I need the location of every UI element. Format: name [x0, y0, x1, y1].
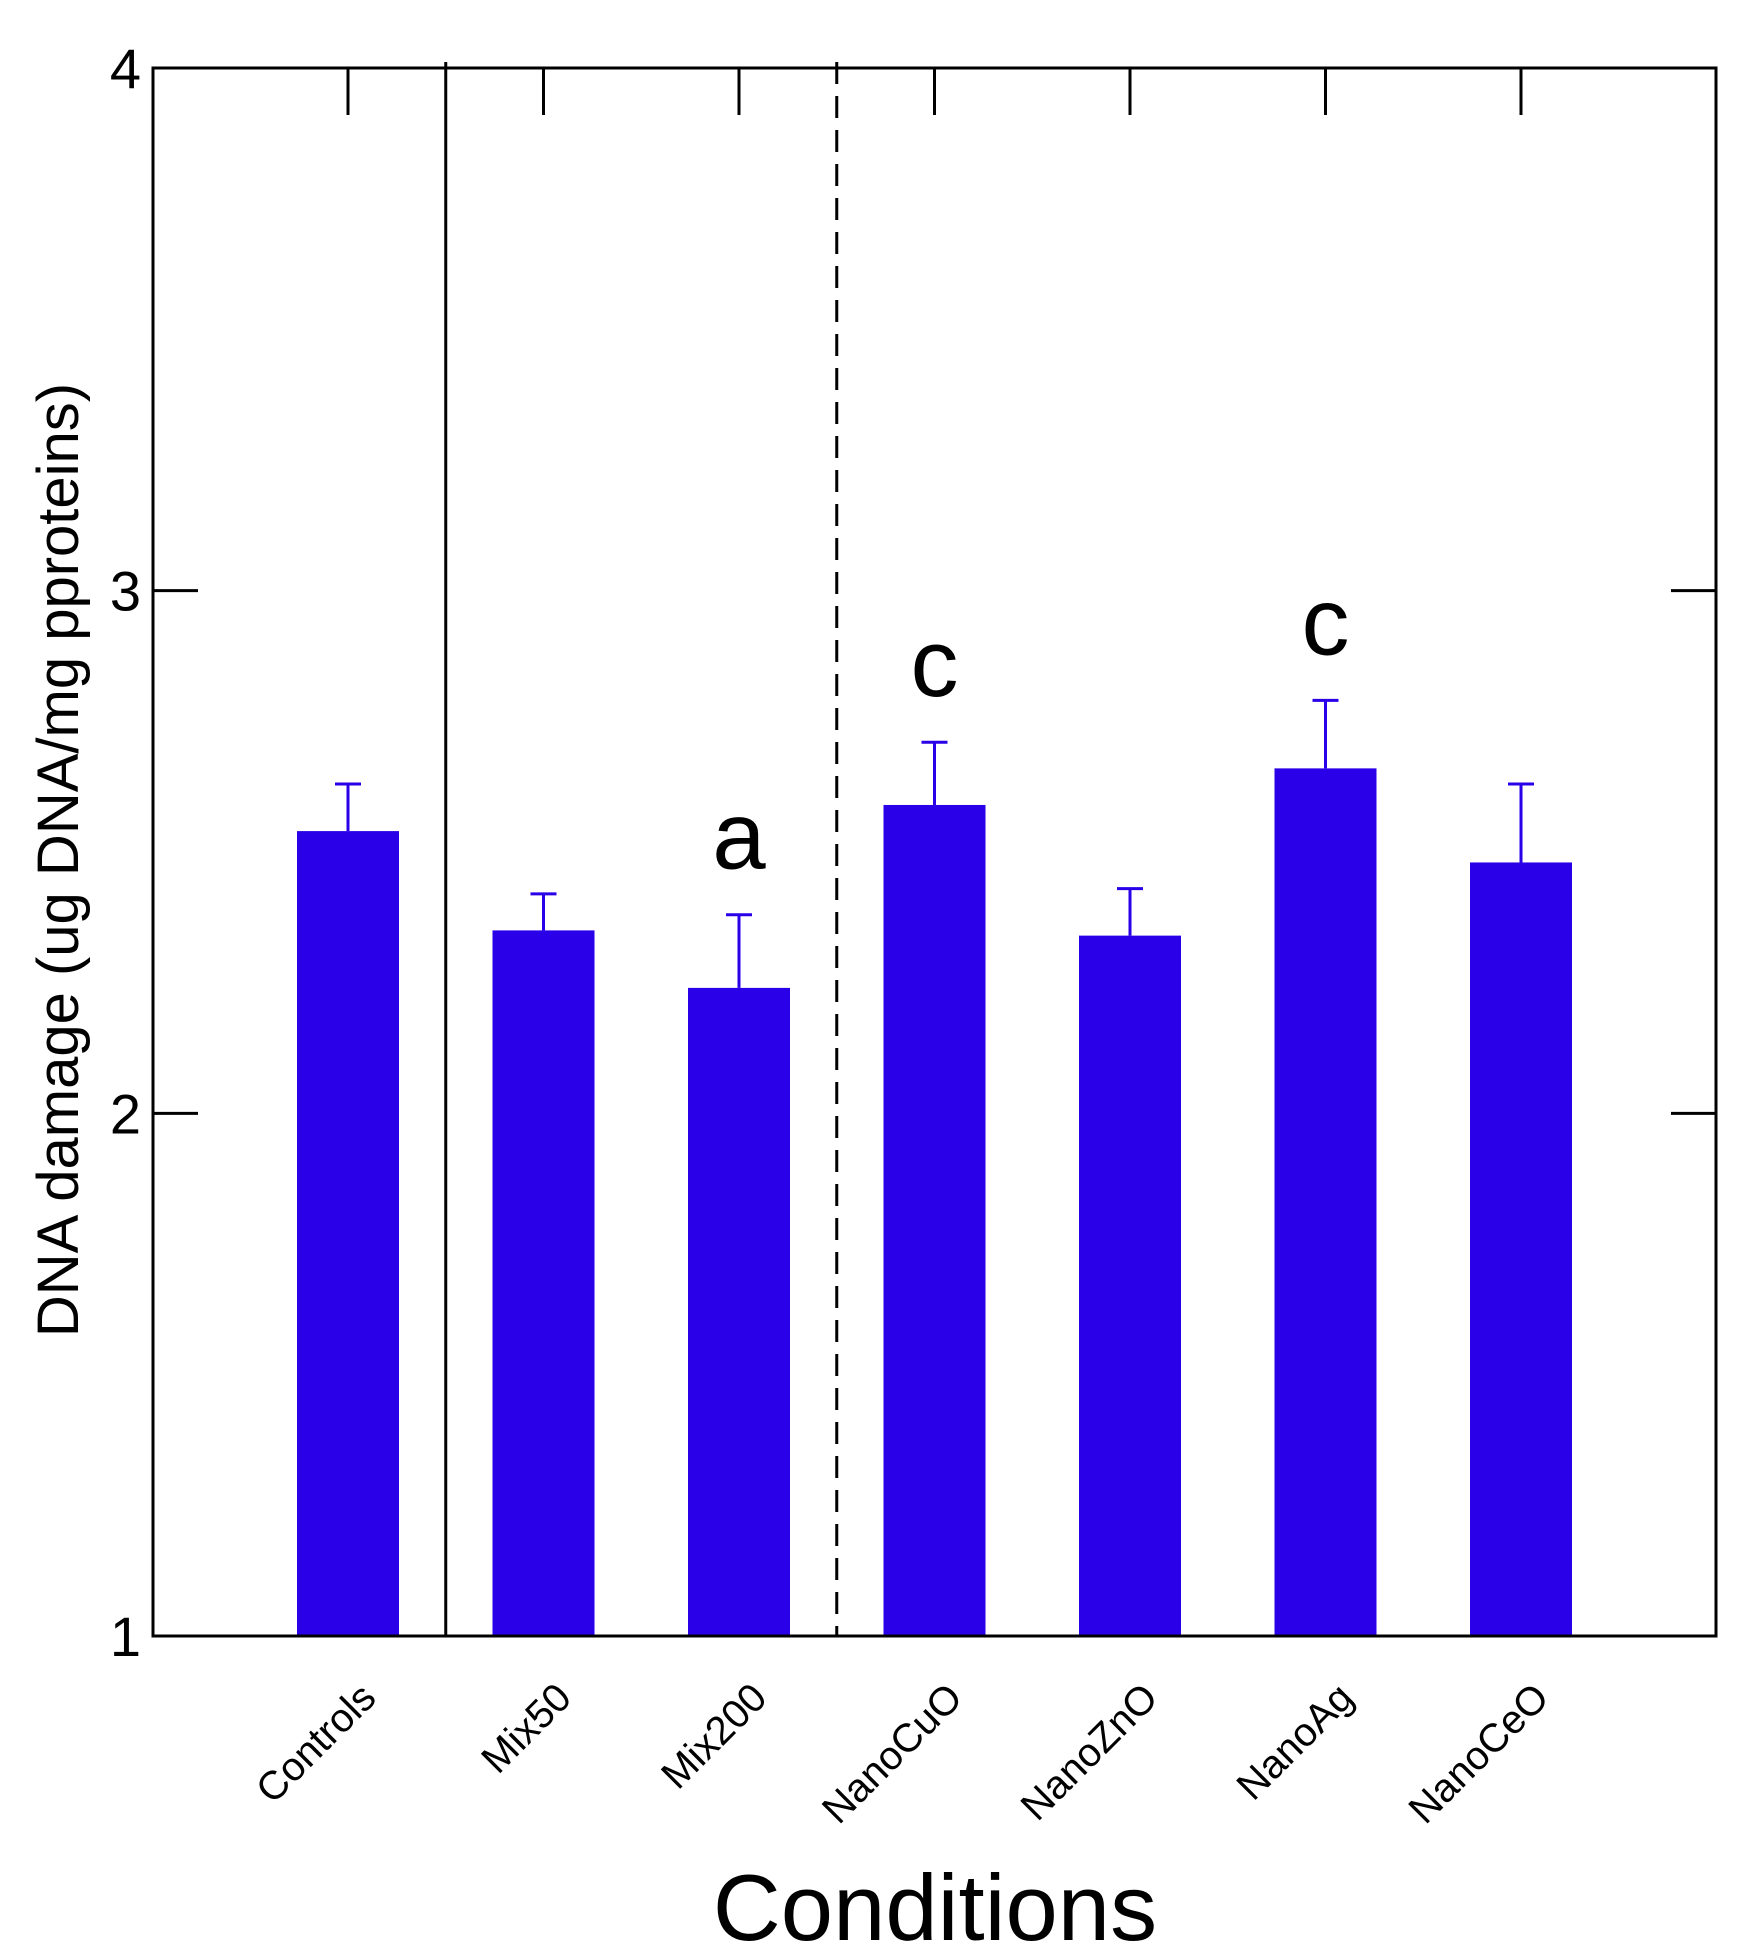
bar-mix50 — [492, 930, 595, 1636]
y-tick-label-1: 1 — [110, 1605, 141, 1668]
significance-label-nanocuo: c — [911, 610, 959, 717]
bar-mix200 — [688, 987, 790, 1636]
x-tick-label-nanocuo: NanoCuO — [814, 1675, 971, 1832]
significance-label-mix200: a — [712, 783, 766, 890]
x-tick-label-nanozno: NanoZnO — [1013, 1675, 1167, 1829]
bar-nanozno — [1079, 935, 1181, 1636]
x-tick-label-nanoceo: NanoCeO — [1400, 1675, 1557, 1832]
bar-controls — [297, 831, 399, 1636]
significance-label-nanoag: c — [1302, 568, 1350, 675]
bar-nanoag — [1274, 768, 1377, 1636]
x-tick-label-mix50: Mix50 — [473, 1675, 580, 1782]
bar-nanocuo — [883, 804, 986, 1636]
x-tick-label-nanoag: NanoAg — [1229, 1675, 1362, 1808]
bar-nanoceo — [1470, 862, 1572, 1636]
y-tick-label-2: 2 — [110, 1082, 141, 1145]
x-tick-label-controls: Controls — [248, 1675, 384, 1811]
y-tick-label-4: 4 — [110, 37, 141, 100]
y-tick-label-3: 3 — [110, 560, 141, 623]
y-axis-label: DNA damage (ug DNA/mg pproteins) — [26, 383, 91, 1337]
plot-frame — [151, 66, 1718, 1638]
x-axis-label: Conditions — [713, 1855, 1157, 1956]
plot-area: Controls Mix50 a Mix200 c NanoCuO NanoZnO c Nano… — [110, 37, 1718, 1832]
x-tick-label-mix200: Mix200 — [653, 1675, 775, 1797]
